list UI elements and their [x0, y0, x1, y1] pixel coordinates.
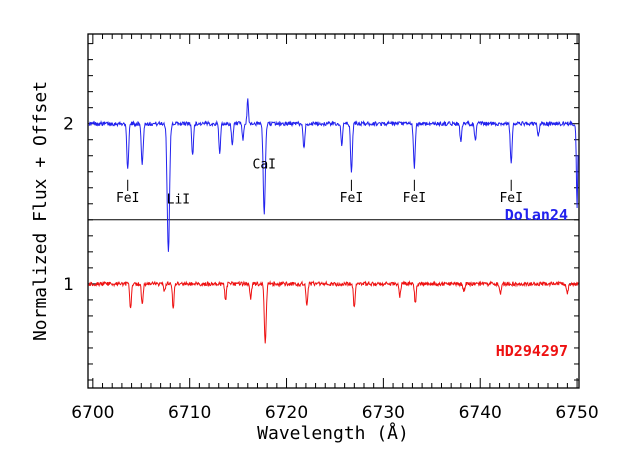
x-tick-label: 6730 [362, 403, 405, 423]
x-tick-label: 6700 [71, 403, 114, 423]
series-label-dolan24: Dolan24 [505, 206, 568, 224]
series-layer [88, 98, 579, 344]
x-axis-title: Wavelength (Å) [257, 422, 409, 444]
x-tick-label: 6750 [555, 403, 598, 423]
y-tick-label: 1 [63, 275, 74, 295]
x-tick-label: 6710 [168, 403, 211, 423]
line-id-label: FeI [403, 191, 426, 206]
line-id-label: FeI [116, 191, 139, 206]
x-tick-label: 6740 [459, 403, 502, 423]
series-label-hd294297: HD294297 [496, 342, 568, 360]
line-id-label: FeI [499, 191, 522, 206]
line-id-label: CaI [253, 158, 276, 173]
y-axis-title: Normalized Flux + Offset [30, 81, 51, 341]
axis-ticks [88, 34, 579, 388]
y-tick-label: 2 [63, 115, 74, 135]
plot-frame [87, 33, 580, 389]
x-tick-label: 6720 [265, 403, 308, 423]
line-id-label: LiI [167, 193, 190, 208]
line-identification-layer: FeI LiI CaI FeI FeI FeI [116, 158, 523, 208]
line-id-label: FeI [340, 191, 363, 206]
spectrum-hd294297 [88, 279, 579, 344]
axis-tick-labels: 6700 6710 6720 6730 6740 6750 1 2 [63, 115, 599, 423]
spectrum-dolan24 [88, 98, 579, 252]
